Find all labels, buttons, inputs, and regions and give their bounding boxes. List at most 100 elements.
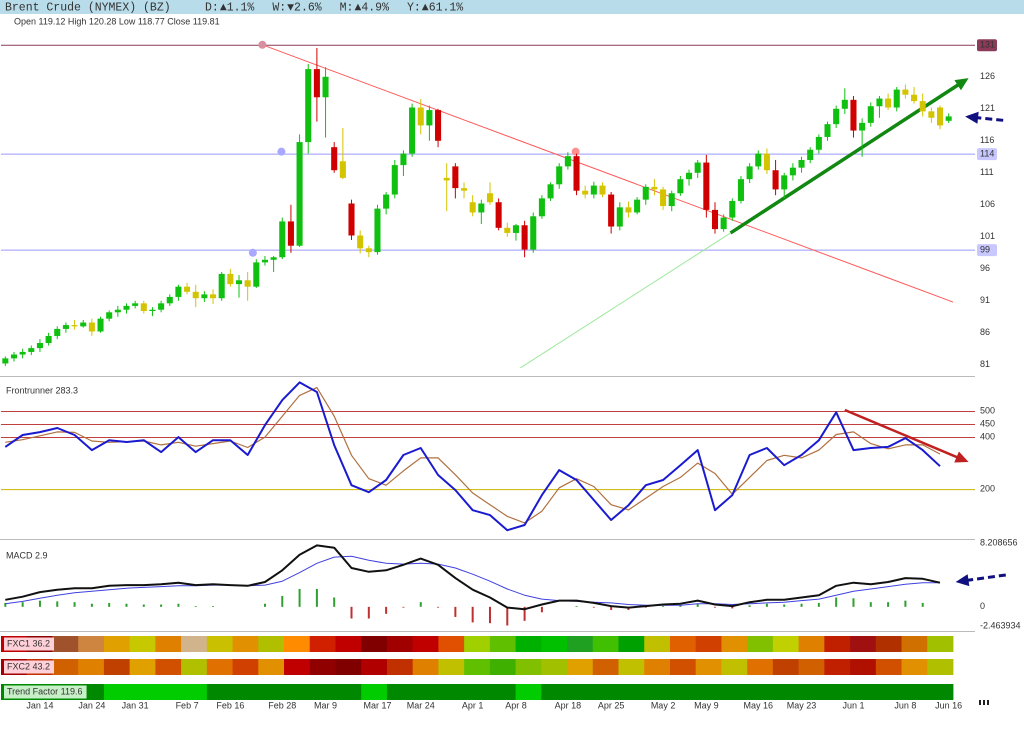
- strip-label-box: [4, 637, 55, 651]
- arrow-head: [954, 451, 969, 463]
- candle-body: [71, 325, 78, 327]
- candle-body: [2, 358, 9, 364]
- candle-body: [590, 185, 597, 195]
- histogram-bar: [298, 588, 301, 607]
- heat-cell: [618, 636, 645, 652]
- heat-cell: [772, 659, 800, 675]
- candle-body: [677, 179, 684, 194]
- candle-body: [841, 99, 848, 109]
- heat-cell: [181, 659, 208, 675]
- histogram-bar: [315, 588, 318, 607]
- candle-body: [114, 309, 121, 313]
- candle-body: [486, 193, 494, 203]
- candle-body: [400, 153, 407, 166]
- candle-body: [201, 294, 208, 299]
- heat-cell: [335, 684, 362, 700]
- arrow-head: [955, 574, 970, 587]
- histogram-bar: [488, 606, 491, 624]
- heat-cell: [927, 684, 954, 700]
- candle-body: [54, 328, 61, 336]
- candle-body: [357, 235, 364, 249]
- heat-cell: [901, 684, 928, 700]
- level-label-box: [977, 244, 997, 257]
- candle-body: [599, 185, 606, 195]
- y-tick-label: 101: [980, 231, 995, 241]
- candle-body: [210, 294, 217, 299]
- candle-body: [564, 156, 571, 167]
- candle-body: [495, 202, 502, 228]
- y-tick-label: 200: [980, 483, 995, 493]
- heat-cell: [824, 636, 851, 652]
- candle-body: [807, 149, 814, 160]
- heat-cell: [618, 659, 645, 675]
- heat-cell: [592, 684, 619, 700]
- arrow-head: [965, 111, 979, 124]
- panel-title: Frontrunner 283.3: [6, 385, 78, 395]
- candle-body: [123, 305, 130, 310]
- heat-cell: [103, 636, 131, 652]
- heat-cell: [284, 684, 311, 700]
- y-tick-label: 91: [980, 295, 990, 305]
- heat-cell: [438, 659, 465, 675]
- candle-body: [296, 142, 303, 246]
- candle-body: [582, 190, 589, 195]
- candle-body: [409, 107, 416, 154]
- heat-cell: [464, 636, 491, 652]
- candle-body: [772, 170, 779, 190]
- trend-line: [262, 44, 954, 303]
- candle-body: [149, 309, 156, 312]
- histogram-bar: [90, 603, 93, 607]
- histogram-bar: [714, 606, 716, 608]
- candle-body: [763, 153, 770, 171]
- heat-cell: [772, 684, 800, 700]
- candle-body: [261, 259, 268, 263]
- heat-cell: [747, 636, 774, 652]
- candle-body: [746, 166, 753, 180]
- level-label: 99: [980, 244, 990, 254]
- heat-cell: [309, 659, 336, 675]
- heat-cell: [721, 684, 748, 700]
- heat-cell: [798, 636, 825, 652]
- panel-title: FXC1 36.2: [7, 638, 50, 648]
- candle-body: [305, 69, 312, 143]
- candle-body: [45, 335, 52, 344]
- candle-body: [19, 351, 26, 355]
- histogram-bar: [125, 603, 128, 607]
- heat-cell: [850, 659, 877, 675]
- candle-body: [902, 89, 909, 95]
- histogram-bar: [73, 602, 76, 607]
- candle-body: [158, 303, 165, 310]
- candle-body: [703, 162, 710, 210]
- x-tick-label: Jan 24: [78, 700, 105, 710]
- y-tick-label: 81: [980, 359, 990, 369]
- histogram-bar: [333, 597, 336, 607]
- candle-body: [867, 106, 874, 123]
- heat-cell: [232, 684, 259, 700]
- candle-body: [936, 107, 944, 126]
- y-tick-label: 106: [980, 199, 995, 209]
- x-tick-label: Jun 16: [935, 700, 962, 710]
- candle-body: [573, 156, 580, 191]
- x-tick-label: May 16: [744, 700, 774, 710]
- candle-body: [711, 209, 719, 230]
- strip-label-box: [4, 660, 55, 674]
- candle-body: [36, 343, 43, 349]
- candle-body: [417, 107, 424, 126]
- candle-body: [166, 296, 173, 304]
- heat-cell: [489, 684, 516, 700]
- histogram-bar: [817, 602, 820, 607]
- candle-body: [184, 286, 191, 292]
- candle-body: [460, 188, 468, 191]
- candle-body: [781, 175, 788, 190]
- histogram-bar: [108, 602, 111, 607]
- heat-cell: [386, 659, 414, 675]
- x-tick-label: Feb 28: [268, 700, 296, 710]
- x-tick-label: Jan 31: [122, 700, 149, 710]
- heat-cell: [850, 636, 877, 652]
- heat-cell: [309, 684, 336, 700]
- candle-body: [686, 172, 693, 180]
- y-tick-label: 116: [980, 135, 994, 145]
- candle-body: [391, 165, 398, 195]
- chart-title: Brent Crude (NYMEX) (BZ): [5, 2, 171, 15]
- series-line: [5, 544, 941, 611]
